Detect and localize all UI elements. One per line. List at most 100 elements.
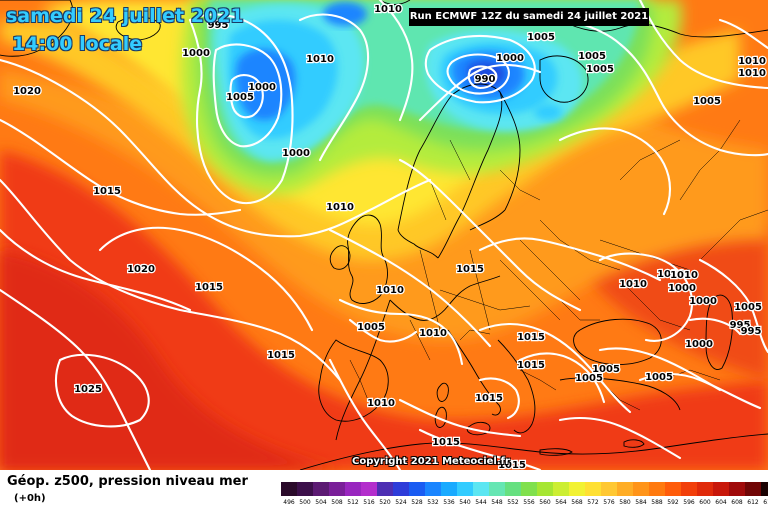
color-swatch	[329, 482, 345, 496]
scale-tick-label: 588	[651, 499, 663, 506]
scale-tick-label: 528	[411, 499, 423, 506]
color-swatch	[377, 482, 393, 496]
borders	[349, 119, 768, 411]
isobar-label: 1015	[456, 264, 484, 275]
scale-tick-label: 536	[443, 499, 455, 506]
isobar-label: 1000	[496, 53, 524, 64]
legend-strip: Géop. z500, pression niveau mer (+0h) 49…	[0, 470, 768, 512]
color-swatch	[473, 482, 489, 496]
scale-tick-label: 504	[315, 499, 327, 506]
scale-tick-label: 560	[539, 499, 551, 506]
isobar-label: 1005	[575, 373, 603, 384]
isobar-label: 1010	[306, 54, 334, 65]
isobar-label: 1015	[195, 282, 223, 293]
color-swatch	[393, 482, 409, 496]
isobar-label: 1005	[357, 322, 385, 333]
scale-tick-label: 568	[571, 499, 583, 506]
color-swatch	[761, 482, 768, 496]
isobar-label: 995	[741, 326, 762, 337]
legend-title: Géop. z500, pression niveau mer	[7, 474, 248, 489]
isobar-label: 995	[208, 20, 229, 31]
isobar-label: 1010	[326, 202, 354, 213]
color-swatch	[601, 482, 617, 496]
scale-tick-label: 540	[459, 499, 471, 506]
color-swatch	[713, 482, 729, 496]
color-swatch	[281, 482, 297, 496]
scale-tick-label: 548	[491, 499, 503, 506]
isobars	[0, 0, 768, 470]
color-swatch	[569, 482, 585, 496]
color-swatch	[553, 482, 569, 496]
isobar-label: 1000	[282, 148, 310, 159]
scale-tick-label: 580	[619, 499, 631, 506]
scale-tick-label: 572	[587, 499, 599, 506]
color-swatch	[633, 482, 649, 496]
scale-tick-label: 532	[427, 499, 439, 506]
isobar-label: 1010	[670, 270, 698, 281]
isobar-label: 1005	[693, 96, 721, 107]
scale-tick-label: 508	[331, 499, 343, 506]
color-swatch	[521, 482, 537, 496]
scale-tick-label: 524	[395, 499, 407, 506]
color-swatch	[649, 482, 665, 496]
isobar-label: 1010	[419, 328, 447, 339]
color-swatch	[457, 482, 473, 496]
color-swatch	[441, 482, 457, 496]
scale-tick-label: 496	[283, 499, 295, 506]
color-swatch	[697, 482, 713, 496]
color-swatch	[361, 482, 377, 496]
isobar-label: 1015	[475, 393, 503, 404]
isobar-label: 1005	[734, 302, 762, 313]
scale-tick-label: 584	[635, 499, 647, 506]
map-area: 1010 1000 995 1010 1000 1005 1020 1000 1015 1010 1…	[0, 0, 768, 470]
geopotential-map: 1010100099510101000100510201000101510101…	[0, 0, 768, 470]
isobar-label: 1000	[182, 48, 210, 59]
color-swatch	[409, 482, 425, 496]
scale-tick-label: 592	[667, 499, 679, 506]
color-swatch	[585, 482, 601, 496]
isobar-label: 1015	[498, 460, 526, 470]
isobar-label: 995	[730, 320, 751, 331]
scale-tick-label: 520	[379, 499, 391, 506]
isobar-label: 1005	[586, 64, 614, 75]
scale-tick-label: 512	[347, 499, 359, 506]
scale-tick-label: 552	[507, 499, 519, 506]
isobar-label: 1015	[517, 332, 545, 343]
isobar-label: 1010	[619, 279, 647, 290]
scale-tick-label: 600	[699, 499, 711, 506]
scale-tick-label: 556	[523, 499, 535, 506]
color-swatch	[425, 482, 441, 496]
scale-tick-label: 564	[555, 499, 567, 506]
forecast-date-title: samedi 24 juillet 2021	[6, 5, 244, 27]
isobar-label: 1000	[689, 296, 717, 307]
color-swatch	[489, 482, 505, 496]
color-swatch	[505, 482, 521, 496]
scale-tick-label: 516	[363, 499, 375, 506]
isobar-label: 1010	[738, 56, 766, 67]
color-swatch	[745, 482, 761, 496]
scale-tick-label: 608	[731, 499, 743, 506]
geopotential-fill	[0, 0, 768, 470]
legend-subtitle: (+0h)	[14, 493, 46, 504]
isobar-label: 1015	[432, 437, 460, 448]
isobar-label: 1005	[578, 51, 606, 62]
isobar-label: 1010	[367, 398, 395, 409]
isobar-label: 1015	[267, 350, 295, 361]
scale-tick-label: 544	[475, 499, 487, 506]
isobar-label: 1015	[93, 186, 121, 197]
isobar-label: 1010	[374, 4, 402, 15]
isobar-label: 1005	[592, 364, 620, 375]
model-run-banner: Run ECMWF 12Z du samedi 24 juillet 2021	[409, 8, 649, 26]
isobar-labels: 1010100099510101000100510201000101510101…	[12, 3, 767, 470]
isobar-label: 1025	[74, 384, 102, 395]
isobar-label: 1000	[668, 283, 696, 294]
scale-tick-label: 500	[299, 499, 311, 506]
isobar-label: 990	[475, 74, 496, 85]
isobar-label: 1010	[657, 269, 685, 280]
isobar-label: 1000	[685, 339, 713, 350]
isobar-label: 1005	[645, 372, 673, 383]
color-swatch	[665, 482, 681, 496]
copyright-notice: Copyright 2021 Meteociel.fr	[352, 456, 510, 467]
local-time-title: 14:00 locale	[12, 33, 143, 55]
